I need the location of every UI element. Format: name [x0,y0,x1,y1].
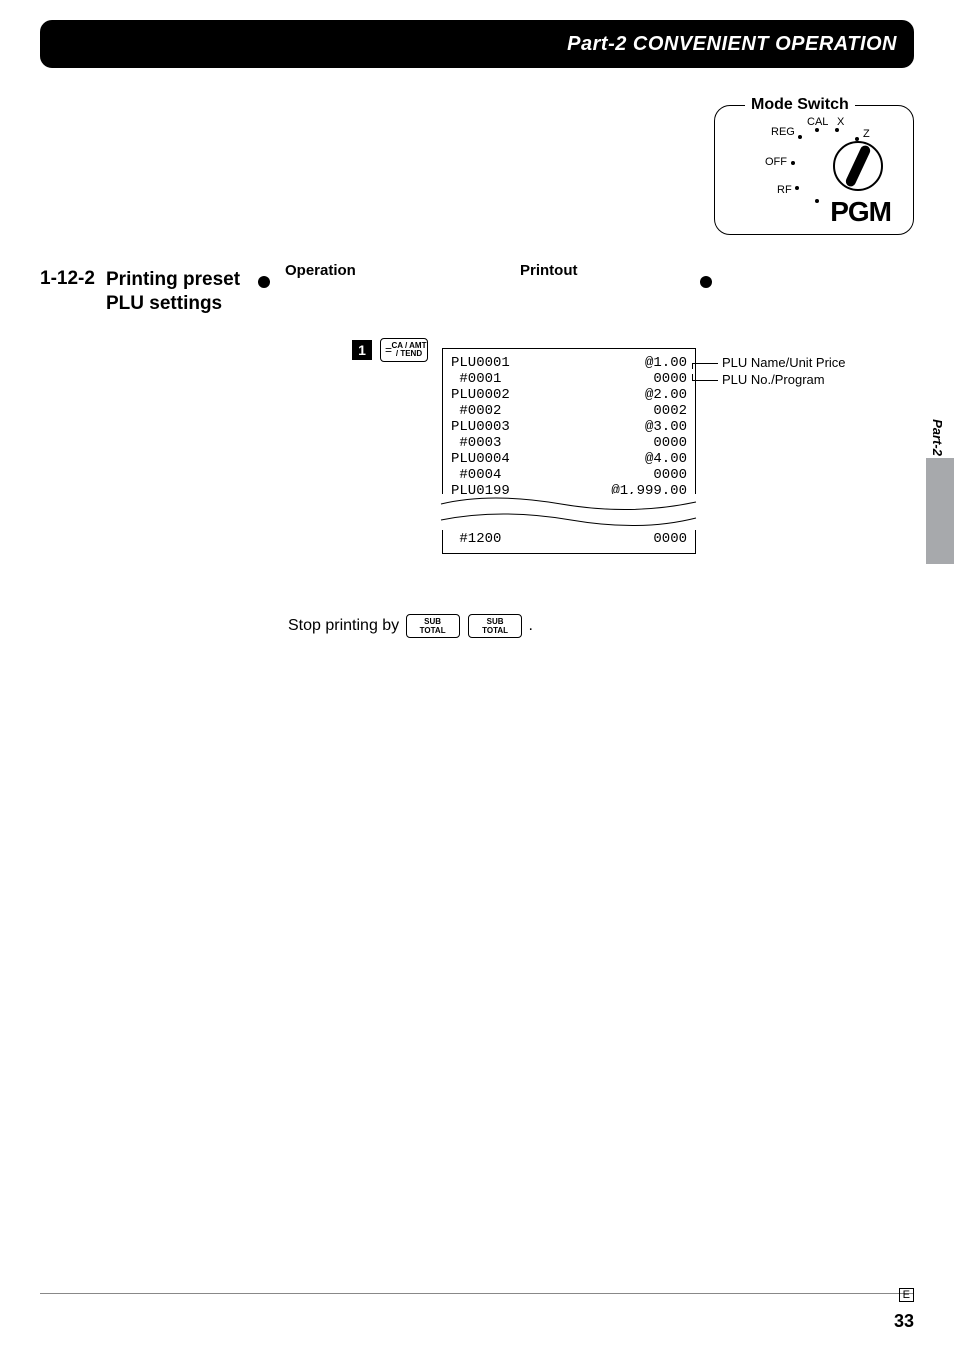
pos-x: X [837,116,844,128]
operation-label: Operation [285,262,356,279]
print-row: PLU0001@1.00 [451,355,687,371]
dial-icon [833,141,883,191]
dot [795,186,799,190]
lead-tick [692,374,693,380]
print-row: PLU1200@1,200.00 [451,515,687,531]
footer-divider [40,1293,914,1294]
side-tab [926,458,954,564]
print-row: PLU0003@3.00 [451,419,687,435]
header-title: Part-2 CONVENIENT OPERATION [567,33,897,56]
annot-plu-name: PLU Name/Unit Price [722,355,846,370]
mode-switch-label: Mode Switch [745,96,855,114]
print-row: #00020002 [451,403,687,419]
pos-off: OFF [765,156,787,168]
print-row: #00010000 [451,371,687,387]
dot [798,135,802,139]
footer-e: E [899,1288,914,1302]
stop-suffix: . [529,617,533,634]
side-tab-label: Part-2 [930,419,945,456]
lead-line [692,380,718,381]
pos-reg: REG [771,126,795,138]
print-row: #00040000 [451,467,687,483]
print-row: #00030000 [451,435,687,451]
print-row: #12000000 [451,531,687,547]
header-bar: Part-2 CONVENIENT OPERATION [40,20,914,68]
pos-z: Z [863,128,870,140]
printout-label: Printout [520,262,578,279]
stop-prefix: Stop printing by [288,617,404,634]
section-title: Printing preset PLU settings [106,268,256,316]
key-bot: / TEND [396,350,422,358]
step-number: 1 [352,340,372,360]
printout-box: PLU0001@1.00 #00010000 PLU0002@2.00 #000… [442,348,696,554]
mode-active: PGM [830,196,891,228]
print-row: PLU0004@4.00 [451,451,687,467]
annot-plu-no: PLU No./Program [722,372,825,387]
dot [815,199,819,203]
pos-rf: RF [777,184,792,196]
dot [791,161,795,165]
mode-switch-box: Mode Switch REG CAL X Z OFF RF PGM [714,105,914,235]
pos-cal: CAL [807,116,828,128]
print-row: PLU0199@1,999.00 [451,483,687,499]
section-number: 1-12-2 [40,268,95,290]
key-ca-amt-tend: = CA / AMT / TEND [380,338,428,362]
stop-printing-line: Stop printing by SUBTOTAL SUBTOTAL . [288,614,533,638]
print-row: #0199000 [451,499,687,515]
lead-tick [692,363,693,369]
bullet-icon [258,276,270,288]
bullet-icon [700,276,712,288]
key-sub-total: SUBTOTAL [406,614,460,638]
key-eq: = [385,344,392,356]
print-row: PLU0002@2.00 [451,387,687,403]
page-number: 33 [894,1311,914,1332]
key-sub-total: SUBTOTAL [468,614,522,638]
lead-line [692,363,718,364]
dot [835,128,839,132]
dot [815,128,819,132]
